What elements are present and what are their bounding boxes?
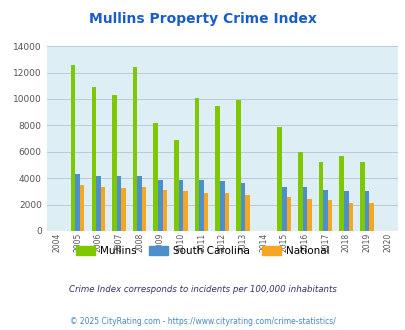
Bar bbox=[215, 106, 220, 231]
Bar bbox=[236, 100, 240, 231]
Bar bbox=[137, 176, 142, 231]
Bar bbox=[71, 65, 75, 231]
Bar bbox=[240, 183, 245, 231]
Bar bbox=[80, 185, 84, 231]
Bar bbox=[178, 180, 183, 231]
Bar bbox=[297, 152, 302, 231]
Bar bbox=[368, 203, 373, 231]
Bar bbox=[142, 187, 146, 231]
Bar bbox=[91, 87, 96, 231]
Bar bbox=[220, 181, 224, 231]
Legend: Mullins, South Carolina, National: Mullins, South Carolina, National bbox=[72, 242, 333, 260]
Bar bbox=[183, 191, 188, 231]
Bar bbox=[96, 176, 100, 231]
Text: Mullins Property Crime Index: Mullins Property Crime Index bbox=[89, 12, 316, 25]
Bar bbox=[153, 123, 158, 231]
Bar bbox=[203, 193, 208, 231]
Bar bbox=[307, 199, 311, 231]
Bar bbox=[327, 200, 332, 231]
Bar bbox=[322, 190, 327, 231]
Text: Crime Index corresponds to incidents per 100,000 inhabitants: Crime Index corresponds to incidents per… bbox=[69, 285, 336, 294]
Bar bbox=[132, 67, 137, 231]
Bar bbox=[359, 162, 364, 231]
Bar bbox=[158, 180, 162, 231]
Bar bbox=[286, 197, 290, 231]
Bar bbox=[339, 156, 343, 231]
Bar bbox=[343, 191, 347, 231]
Bar bbox=[199, 180, 203, 231]
Bar bbox=[224, 193, 228, 231]
Bar bbox=[116, 176, 121, 231]
Bar bbox=[245, 195, 249, 231]
Bar bbox=[112, 95, 116, 231]
Bar bbox=[281, 187, 286, 231]
Bar bbox=[75, 174, 80, 231]
Bar bbox=[174, 140, 178, 231]
Text: © 2025 CityRating.com - https://www.cityrating.com/crime-statistics/: © 2025 CityRating.com - https://www.city… bbox=[70, 317, 335, 326]
Bar bbox=[302, 187, 307, 231]
Bar bbox=[277, 127, 281, 231]
Bar bbox=[194, 98, 199, 231]
Bar bbox=[347, 203, 352, 231]
Bar bbox=[121, 188, 126, 231]
Bar bbox=[364, 191, 368, 231]
Bar bbox=[318, 162, 322, 231]
Bar bbox=[162, 190, 167, 231]
Bar bbox=[100, 187, 105, 231]
